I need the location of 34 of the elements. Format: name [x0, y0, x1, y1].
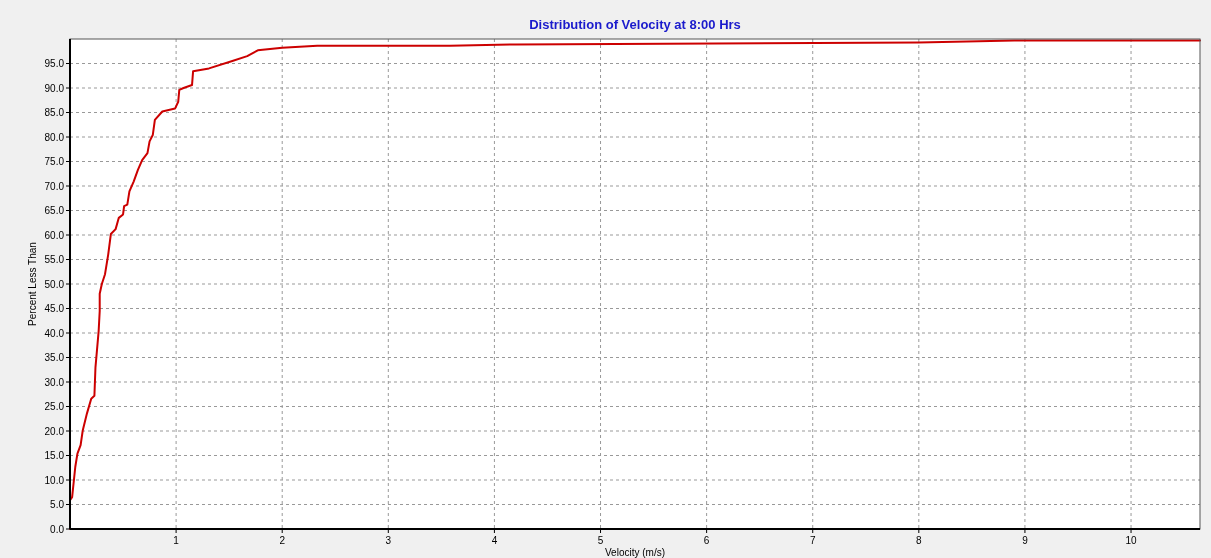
y-tick-label: 50.0 [44, 278, 65, 290]
line-series [69, 39, 1201, 530]
y-tick-label: 75.0 [44, 156, 65, 167]
x-axis-title: Velocity (m/s) [604, 547, 666, 558]
x-tick-label: 5 [597, 535, 604, 546]
y-tick-label: 65.0 [44, 205, 65, 216]
y-tick-label: 20.0 [44, 425, 65, 437]
x-tick-label: 6 [703, 535, 710, 546]
x-tick-label: 2 [279, 535, 286, 546]
x-tick-label: 7 [809, 535, 816, 546]
x-tick-label: 10 [1125, 535, 1138, 546]
y-tick-label: 85.0 [44, 107, 65, 118]
x-tick-label: 1 [173, 535, 180, 546]
y-tick-label: 70.0 [44, 180, 65, 192]
x-tick-label: 9 [1022, 535, 1029, 546]
y-tick-label: 0.0 [50, 523, 65, 535]
y-axis-title: Percent Less Than [27, 242, 38, 326]
y-tick-label: 5.0 [50, 499, 65, 510]
y-tick-label: 55.0 [44, 254, 65, 265]
x-tick-label: 3 [385, 535, 392, 546]
y-tick-label: 15.0 [44, 450, 65, 461]
y-tick-label: 35.0 [44, 352, 65, 363]
y-tick-label: 90.0 [44, 82, 65, 94]
y-tick-label: 25.0 [44, 401, 65, 412]
x-tick-label: 4 [491, 535, 498, 546]
y-tick-label: 45.0 [44, 303, 65, 314]
y-tick-label: 80.0 [44, 131, 65, 143]
y-tick-label: 10.0 [44, 474, 65, 486]
y-tick-label: 60.0 [44, 229, 65, 241]
y-tick-label: 30.0 [44, 376, 65, 388]
x-tick-label: 8 [916, 535, 923, 546]
chart-title: Distribution of Velocity at 8:00 Hrs [529, 17, 741, 32]
y-tick-label: 95.0 [44, 58, 65, 69]
y-tick-label: 40.0 [44, 327, 65, 339]
